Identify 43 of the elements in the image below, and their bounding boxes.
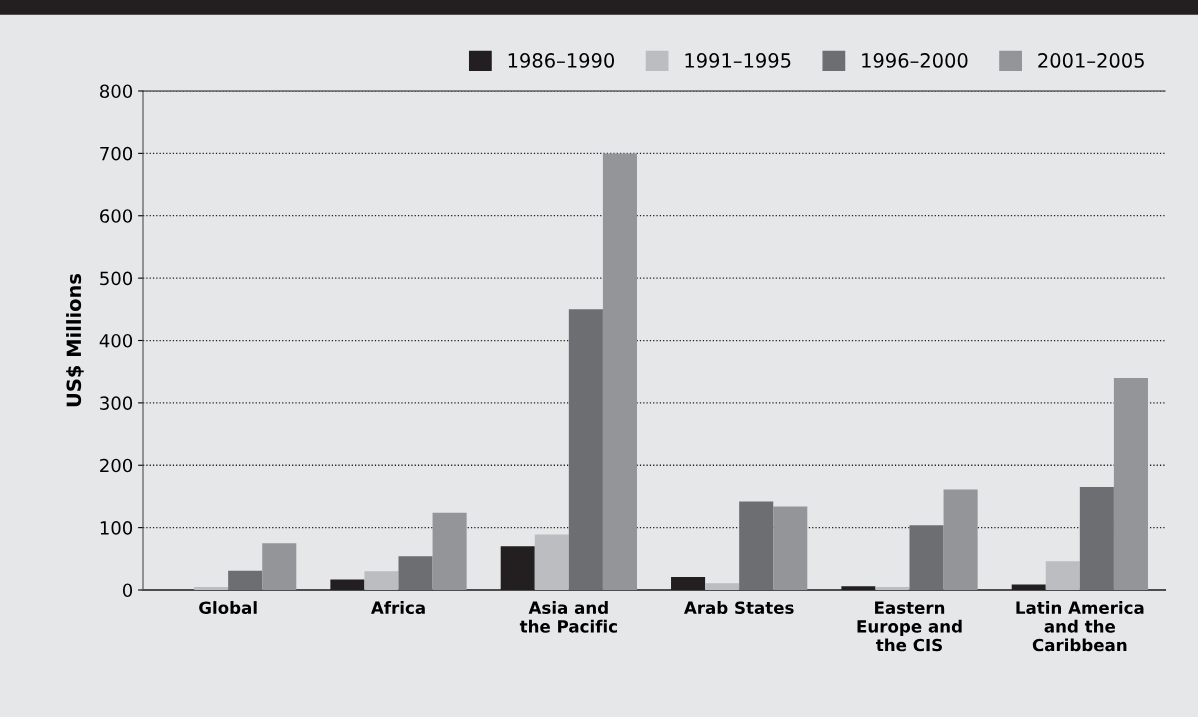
legend-label: 2001–2005 xyxy=(1038,53,1144,68)
bar xyxy=(705,583,740,590)
bar xyxy=(1079,487,1114,590)
legend-label: 1991–1995 xyxy=(685,53,791,68)
x-tick-label: Africa xyxy=(370,601,425,615)
y-tick-label: 700 xyxy=(100,146,133,161)
y-tick-label: 400 xyxy=(99,333,133,348)
bar xyxy=(739,501,774,590)
bar xyxy=(432,512,467,590)
y-tick-label: 800 xyxy=(100,84,133,99)
bar xyxy=(228,570,263,590)
bar xyxy=(534,534,569,590)
bar xyxy=(364,571,399,590)
x-tick-label: Asia and the Pacific xyxy=(519,601,617,633)
x-tick-label: Arab States xyxy=(684,601,794,615)
bar xyxy=(1045,561,1080,590)
x-tick-label: Global xyxy=(199,601,257,615)
y-tick-label: 100 xyxy=(100,521,133,535)
bar xyxy=(1113,377,1148,590)
bar xyxy=(500,546,535,590)
bar xyxy=(875,586,910,590)
y-tick-label: 500 xyxy=(100,271,133,286)
bar xyxy=(943,489,978,590)
y-tick-label: 300 xyxy=(100,396,133,410)
y-tick-label: 0 xyxy=(122,583,133,598)
x-tick-label: Latin America and the Caribbean xyxy=(1016,601,1144,652)
bar xyxy=(398,556,433,590)
y-axis-title: US$ Millions xyxy=(66,273,84,407)
bar xyxy=(330,579,365,590)
legend-label: 1996–2000 xyxy=(862,53,968,68)
bar xyxy=(602,153,637,590)
legend-label: 1986–1990 xyxy=(508,53,615,68)
bar xyxy=(671,576,706,590)
bar xyxy=(1011,584,1046,590)
y-tick-label: 200 xyxy=(100,458,133,473)
bar xyxy=(262,543,297,590)
bar xyxy=(194,586,229,590)
bar xyxy=(841,586,876,590)
bar xyxy=(909,525,944,590)
bar xyxy=(773,506,808,590)
x-tick-label: Eastern Europe and the CIS xyxy=(857,601,962,652)
bar xyxy=(568,309,603,590)
y-tick-label: 600 xyxy=(100,209,133,223)
